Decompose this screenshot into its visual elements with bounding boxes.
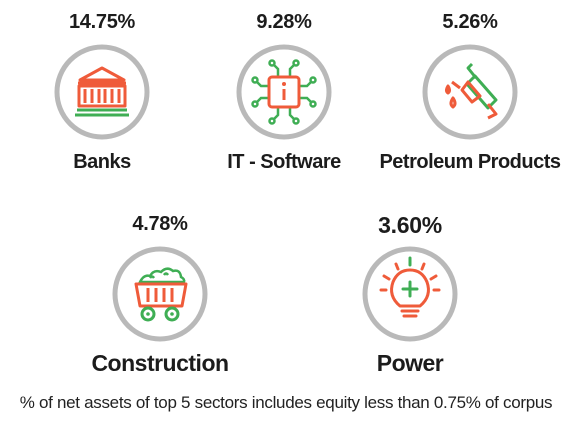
sector-tile-it-software: 9.28% IT - Software — [184, 10, 384, 174]
footnote: % of net assets of top 5 sectors include… — [19, 393, 553, 412]
sector-tile-petroleum-products: 5.26% Petroleum Products — [370, 10, 570, 174]
bank-building-icon — [54, 44, 150, 140]
sector-percent: 4.78% — [132, 213, 188, 235]
fuel-nozzle-icon — [422, 44, 518, 140]
mining-cart-icon — [112, 246, 208, 342]
sector-name: Power — [376, 350, 444, 376]
sector-percent: 9.28% — [256, 11, 312, 33]
sector-name: IT - Software — [227, 151, 341, 173]
sector-percent: 5.26% — [442, 11, 498, 33]
sector-name: Banks — [73, 151, 131, 173]
sector-tile-power: 3.60% Power — [310, 212, 510, 376]
sector-tile-banks: 14.75% Banks — [2, 10, 202, 174]
light-bulb-icon — [362, 246, 458, 342]
sector-tile-construction: 4.78% Construction — [60, 212, 260, 376]
sector-name: Petroleum Products — [379, 151, 561, 173]
sector-percent: 14.75% — [68, 11, 136, 33]
microchip-icon — [236, 44, 332, 140]
sector-percent: 3.60% — [378, 212, 442, 238]
sector-name: Construction — [91, 350, 229, 376]
